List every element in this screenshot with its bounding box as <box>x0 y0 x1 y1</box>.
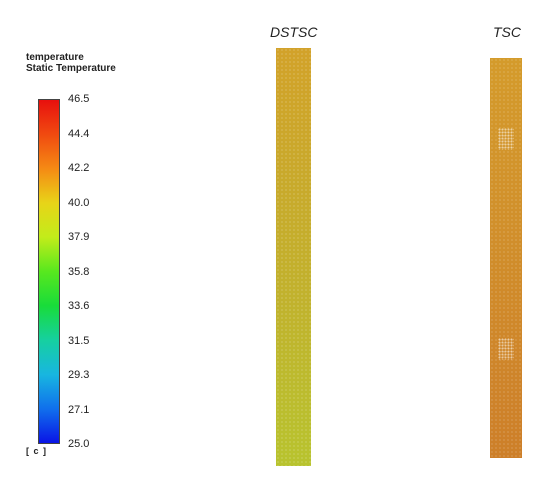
legend-unit-label: [ c ] <box>26 446 48 456</box>
colorbar-tick-label: 37.9 <box>68 231 90 243</box>
colorbar-tick-label: 27.1 <box>68 403 90 416</box>
perforation-cluster <box>498 128 514 150</box>
colorbar-tick-label: 33.6 <box>68 300 90 312</box>
colorbar-tick-label: 31.5 <box>68 334 90 347</box>
temperature-colorbar <box>38 99 60 444</box>
panel-title-tsc: TSC <box>493 24 521 40</box>
tsc-temperature-contour <box>490 58 522 458</box>
legend-title-quantity: Static Temperature <box>26 63 116 74</box>
legend-title-variable: temperature <box>26 52 84 63</box>
colorbar-tick-label: 42.2 <box>68 162 90 174</box>
colorbar-tick-label: 25.0 <box>68 438 90 450</box>
colorbar-tick-label: 44.4 <box>68 127 90 140</box>
panel-title-dstsc: DSTSC <box>270 24 318 40</box>
perforation-cluster <box>498 338 514 360</box>
colorbar-tick-label: 29.3 <box>68 369 90 381</box>
dstsc-temperature-contour <box>276 48 311 466</box>
colorbar-tick-label: 46.5 <box>68 93 90 105</box>
colorbar-tick-label: 35.8 <box>68 265 90 278</box>
colorbar-tick-label: 40.0 <box>68 196 90 209</box>
